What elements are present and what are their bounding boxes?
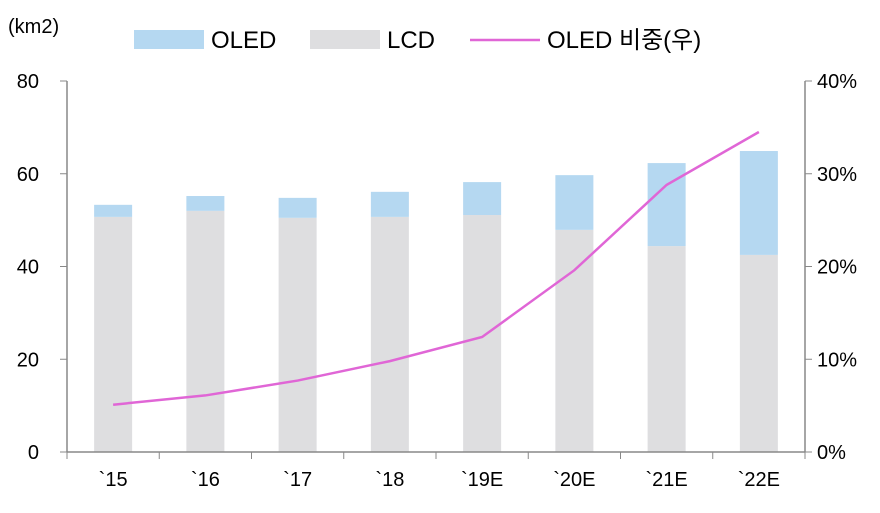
- bar-oled: [94, 205, 132, 217]
- legend-swatch-lcd: [310, 30, 380, 49]
- y2-tick-label: 40%: [817, 71, 857, 93]
- bar-oled: [555, 175, 593, 230]
- x-tick-label: `21E: [646, 469, 688, 491]
- bar-oled: [463, 182, 501, 215]
- x-tick-label: `18: [375, 469, 404, 491]
- y2-tick-label: 10%: [817, 349, 857, 371]
- bar-lcd: [279, 218, 317, 452]
- y-tick-label: 0: [28, 442, 39, 464]
- bar-lcd: [371, 217, 409, 452]
- legend: OLED LCD OLED 비중(우): [134, 27, 701, 54]
- y-tick-label: 60: [17, 164, 39, 186]
- bar-lcd: [463, 215, 501, 452]
- x-tick-label: `17: [283, 469, 312, 491]
- bar-oled: [740, 151, 778, 255]
- x-tick-label: `16: [191, 469, 220, 491]
- bar-lcd: [186, 211, 224, 452]
- legend-label-lcd: LCD: [387, 27, 435, 54]
- x-tick-label: `22E: [738, 469, 780, 491]
- y-tick-label: 20: [17, 349, 39, 371]
- bar-lcd: [94, 217, 132, 452]
- bar-oled: [371, 192, 409, 217]
- y-tick-label: 40: [17, 257, 39, 279]
- bar-lcd: [648, 246, 686, 452]
- bar-oled: [279, 198, 317, 218]
- y2-tick-label: 20%: [817, 257, 857, 279]
- bar-oled: [186, 196, 224, 211]
- y-tick-label: 80: [17, 71, 39, 93]
- y2-tick-label: 30%: [817, 164, 857, 186]
- bar-oled: [648, 163, 686, 246]
- legend-label-oled: OLED: [211, 27, 276, 54]
- x-tick-label: `20E: [553, 469, 595, 491]
- legend-swatch-oled: [134, 30, 204, 49]
- x-tick-label: `19E: [461, 469, 503, 491]
- bar-lcd: [555, 230, 593, 452]
- x-tick-label: `15: [99, 469, 128, 491]
- legend-label-line: OLED 비중(우): [547, 27, 701, 54]
- bar-lcd: [740, 255, 778, 452]
- axes: `15 `16 `17 `18 `19E `20E `21E `22E 0 20 40 60 80 0% 1…: [17, 71, 857, 491]
- bars: [94, 151, 778, 452]
- y2-tick-label: 0%: [817, 442, 846, 464]
- y-unit-label: (km2): [8, 16, 59, 38]
